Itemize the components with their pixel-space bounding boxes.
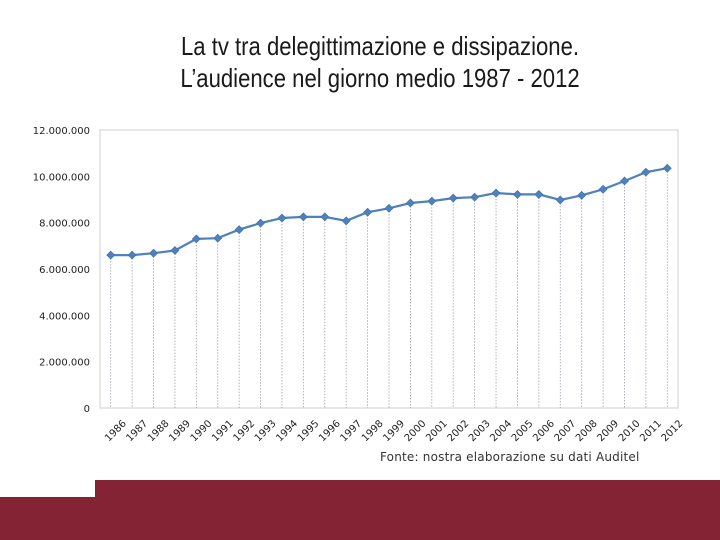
x-tick-label: 2008: [574, 418, 600, 444]
x-tick-label: 2002: [446, 418, 472, 444]
data-point: [470, 192, 480, 202]
y-tick-label: 8.000.000: [39, 219, 90, 230]
data-point: [513, 189, 522, 199]
data-point: [149, 248, 158, 258]
x-tick-label: 2001: [424, 418, 450, 444]
data-point: [384, 203, 394, 213]
data-point: [341, 216, 351, 226]
data-point: [106, 250, 116, 260]
plot-frame: [99, 129, 679, 409]
data-point: [577, 190, 587, 200]
x-tick-label: 1989: [167, 418, 193, 444]
y-tick-label: 6.000.000: [39, 265, 90, 276]
y-tick-label: 0: [84, 404, 90, 415]
data-point: [641, 167, 651, 177]
title-line-1: La tv tra delegittimazione e dissipazion…: [180, 31, 580, 61]
x-tick-label: 2005: [510, 418, 536, 444]
data-point: [598, 184, 608, 194]
x-tick-label: 2011: [638, 418, 664, 444]
x-tick-label: 2004: [488, 418, 514, 444]
data-point: [191, 234, 201, 244]
x-tick-label: 1987: [124, 418, 150, 444]
data-point: [662, 163, 672, 173]
x-tick-label: 1994: [274, 418, 300, 444]
x-tick-label: 1986: [103, 418, 129, 444]
y-tick-label: 4.000.000: [39, 311, 90, 322]
data-point: [127, 250, 137, 260]
y-tick-label: 10.000.000: [33, 172, 90, 183]
x-tick-label: 1988: [146, 418, 172, 444]
x-tick-label: 1996: [317, 418, 343, 444]
x-tick-label: 1995: [296, 418, 322, 444]
data-point: [405, 198, 415, 208]
x-tick-label: 1992: [231, 418, 257, 444]
data-point: [427, 196, 437, 206]
x-tick-label: 1993: [253, 418, 279, 444]
x-tick-label: 2007: [553, 418, 579, 444]
data-point: [277, 213, 287, 223]
data-point: [491, 188, 501, 198]
y-tick-label: 2.000.000: [39, 358, 90, 369]
x-tick-label: 2006: [531, 418, 557, 444]
footer-band: [95, 480, 720, 540]
x-tick-label: 1999: [381, 418, 407, 444]
data-point: [534, 189, 544, 199]
footer-band-left: [0, 497, 95, 540]
x-tick-label: 2009: [595, 418, 621, 444]
data-point: [363, 207, 373, 217]
data-point: [448, 193, 458, 203]
title-line-2: L’audience nel giorno medio 1987 - 2012: [180, 63, 580, 93]
data-point: [256, 218, 265, 228]
audience-line-chart: 0 2.000.000 4.000.000 6.000.000 8.000.000 10.…: [33, 126, 686, 444]
x-tick-label: 1990: [189, 418, 215, 444]
data-point: [320, 212, 330, 222]
data-point: [620, 176, 629, 186]
x-tick-label: 2003: [467, 418, 493, 444]
slide-title: La tv tra delegittimazione e dissipazion…: [57, 30, 703, 94]
x-tick-label: 1991: [210, 418, 236, 444]
data-point: [213, 233, 223, 243]
x-tick-label: 2010: [617, 418, 643, 444]
data-point: [555, 195, 565, 205]
x-tick-label: 2012: [660, 418, 686, 444]
data-point: [234, 225, 244, 235]
data-point: [298, 212, 308, 222]
x-tick-label: 1998: [360, 418, 386, 444]
y-tick-label: 12.000.000: [33, 126, 90, 137]
x-tick-label: 1997: [339, 418, 365, 444]
data-point: [170, 246, 180, 255]
source-note: Fonte: nostra elaborazione su dati Audit…: [380, 450, 640, 464]
x-tick-label: 2000: [403, 418, 429, 444]
